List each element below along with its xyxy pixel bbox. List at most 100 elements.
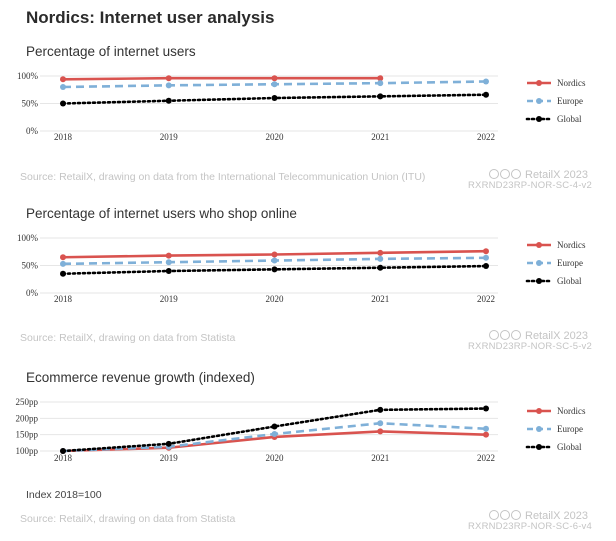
data-point-global bbox=[377, 264, 384, 271]
chart-code: RXRND23RP-NOR-SC-6-v4 bbox=[467, 521, 592, 532]
legend-item-europe[interactable]: Europe bbox=[527, 424, 583, 434]
legend-item-nordics[interactable]: Nordics bbox=[527, 406, 586, 416]
data-point-global bbox=[377, 406, 384, 413]
data-point-global bbox=[165, 97, 172, 104]
cc-icon bbox=[488, 169, 499, 179]
data-point-nordics bbox=[377, 75, 384, 82]
legend-label: Europe bbox=[557, 258, 583, 268]
data-point-europe bbox=[377, 80, 384, 87]
source-note: Source: RetailX, drawing on data from St… bbox=[20, 332, 236, 344]
data-point-global bbox=[483, 91, 489, 98]
legend-label: Nordics bbox=[557, 78, 586, 88]
legend-marker bbox=[536, 98, 542, 104]
by-icon bbox=[499, 510, 510, 520]
legend-marker bbox=[536, 242, 542, 248]
y-tick-label: 100% bbox=[17, 71, 39, 81]
x-tick-label: 2018 bbox=[54, 294, 73, 304]
data-point-europe bbox=[165, 82, 172, 89]
data-point-europe bbox=[483, 78, 489, 85]
x-tick-label: 2020 bbox=[266, 294, 285, 304]
line-chart-revenue-growth: 100pp 150pp 200pp 250pp 2018 2019 2020 2021 2022… bbox=[16, 397, 586, 463]
data-point-global bbox=[271, 266, 278, 273]
data-point-nordics bbox=[483, 248, 489, 255]
source-note: Source: RetailX, drawing on data from th… bbox=[20, 171, 426, 183]
chart-code: RXRND23RP-NOR-SC-4-v2 bbox=[467, 180, 592, 191]
brand-label: RetailX 2023 bbox=[488, 510, 588, 522]
y-tick-label: 100pp bbox=[16, 446, 39, 456]
legend-item-nordics[interactable]: Nordics bbox=[527, 78, 586, 88]
brand-label: RetailX 2023 bbox=[488, 169, 588, 181]
data-point-global bbox=[165, 268, 172, 274]
legend-item-global[interactable]: Global bbox=[525, 114, 582, 124]
legend-label: Nordics bbox=[557, 406, 586, 416]
x-tick-label: 2019 bbox=[160, 453, 179, 463]
legend-label: Global bbox=[557, 276, 582, 286]
y-tick-label: 100% bbox=[17, 233, 39, 243]
legend-item-global[interactable]: Global bbox=[525, 276, 582, 286]
data-point-europe bbox=[377, 420, 384, 427]
chart-title: Ecommerce revenue growth (indexed) bbox=[26, 370, 255, 385]
legend-item-global[interactable]: Global bbox=[525, 442, 582, 452]
data-point-nordics bbox=[165, 75, 172, 82]
data-point-europe bbox=[483, 254, 489, 261]
nd-icon bbox=[510, 510, 521, 520]
by-icon bbox=[499, 330, 510, 340]
page-title: Nordics: Internet user analysis bbox=[26, 8, 275, 27]
y-tick-label: 0% bbox=[26, 288, 39, 298]
data-point-global bbox=[60, 448, 66, 454]
chart-code: RXRND23RP-NOR-SC-5-v2 bbox=[467, 341, 592, 352]
nd-icon bbox=[510, 169, 521, 179]
y-tick-label: 200pp bbox=[16, 413, 39, 423]
data-point-europe bbox=[377, 255, 384, 262]
data-point-nordics bbox=[377, 428, 384, 435]
x-tick-label: 2018 bbox=[54, 132, 73, 142]
legend-label: Global bbox=[557, 114, 582, 124]
legend-marker bbox=[536, 116, 542, 122]
legend-marker bbox=[536, 278, 542, 284]
data-point-global bbox=[271, 95, 278, 101]
data-point-europe bbox=[271, 431, 278, 438]
y-tick-label: 0% bbox=[26, 126, 39, 136]
data-point-nordics bbox=[271, 251, 278, 258]
x-tick-label: 2020 bbox=[266, 132, 285, 142]
y-tick-label: 250pp bbox=[16, 397, 39, 407]
legend-item-europe[interactable]: Europe bbox=[527, 96, 583, 106]
data-point-global bbox=[483, 405, 489, 412]
series-line-nordics bbox=[62, 76, 381, 81]
data-point-global bbox=[165, 440, 172, 447]
index-note: Index 2018=100 bbox=[26, 489, 102, 501]
y-tick-label: 150pp bbox=[16, 430, 39, 440]
nd-icon bbox=[510, 330, 521, 340]
legend-marker bbox=[536, 260, 542, 266]
data-point-nordics bbox=[483, 431, 489, 438]
data-point-global bbox=[60, 100, 66, 107]
x-tick-label: 2022 bbox=[477, 132, 495, 142]
data-point-nordics bbox=[165, 252, 172, 259]
line-chart-internet-users: 0% 50% 100% 2018 2019 2020 2021 2022 Nordics Euro… bbox=[17, 71, 586, 142]
x-tick-label: 2021 bbox=[371, 132, 389, 142]
source-note: Source: RetailX, drawing on data from St… bbox=[20, 513, 236, 525]
legend-label: Europe bbox=[557, 424, 583, 434]
brand-text: RetailX 2023 bbox=[525, 169, 588, 181]
x-tick-label: 2020 bbox=[266, 453, 285, 463]
data-point-global bbox=[377, 93, 384, 100]
data-point-europe bbox=[60, 260, 66, 267]
legend-item-nordics[interactable]: Nordics bbox=[527, 240, 586, 250]
series-line-global bbox=[61, 407, 488, 453]
x-tick-label: 2018 bbox=[54, 453, 73, 463]
y-tick-label: 50% bbox=[22, 261, 39, 271]
y-tick-label: 50% bbox=[22, 99, 39, 109]
legend-marker bbox=[536, 408, 542, 414]
brand-text: RetailX 2023 bbox=[525, 510, 588, 522]
chart-title: Percentage of internet users bbox=[26, 44, 196, 59]
legend-item-europe[interactable]: Europe bbox=[527, 258, 583, 268]
x-tick-label: 2021 bbox=[371, 294, 389, 304]
legend-marker bbox=[536, 80, 542, 86]
legend-marker bbox=[536, 444, 542, 450]
legend-label: Global bbox=[557, 442, 582, 452]
x-tick-label: 2019 bbox=[160, 294, 179, 304]
data-point-europe bbox=[271, 81, 278, 88]
cc-icon bbox=[488, 330, 499, 340]
data-point-europe bbox=[60, 84, 66, 90]
data-point-nordics bbox=[271, 75, 278, 82]
